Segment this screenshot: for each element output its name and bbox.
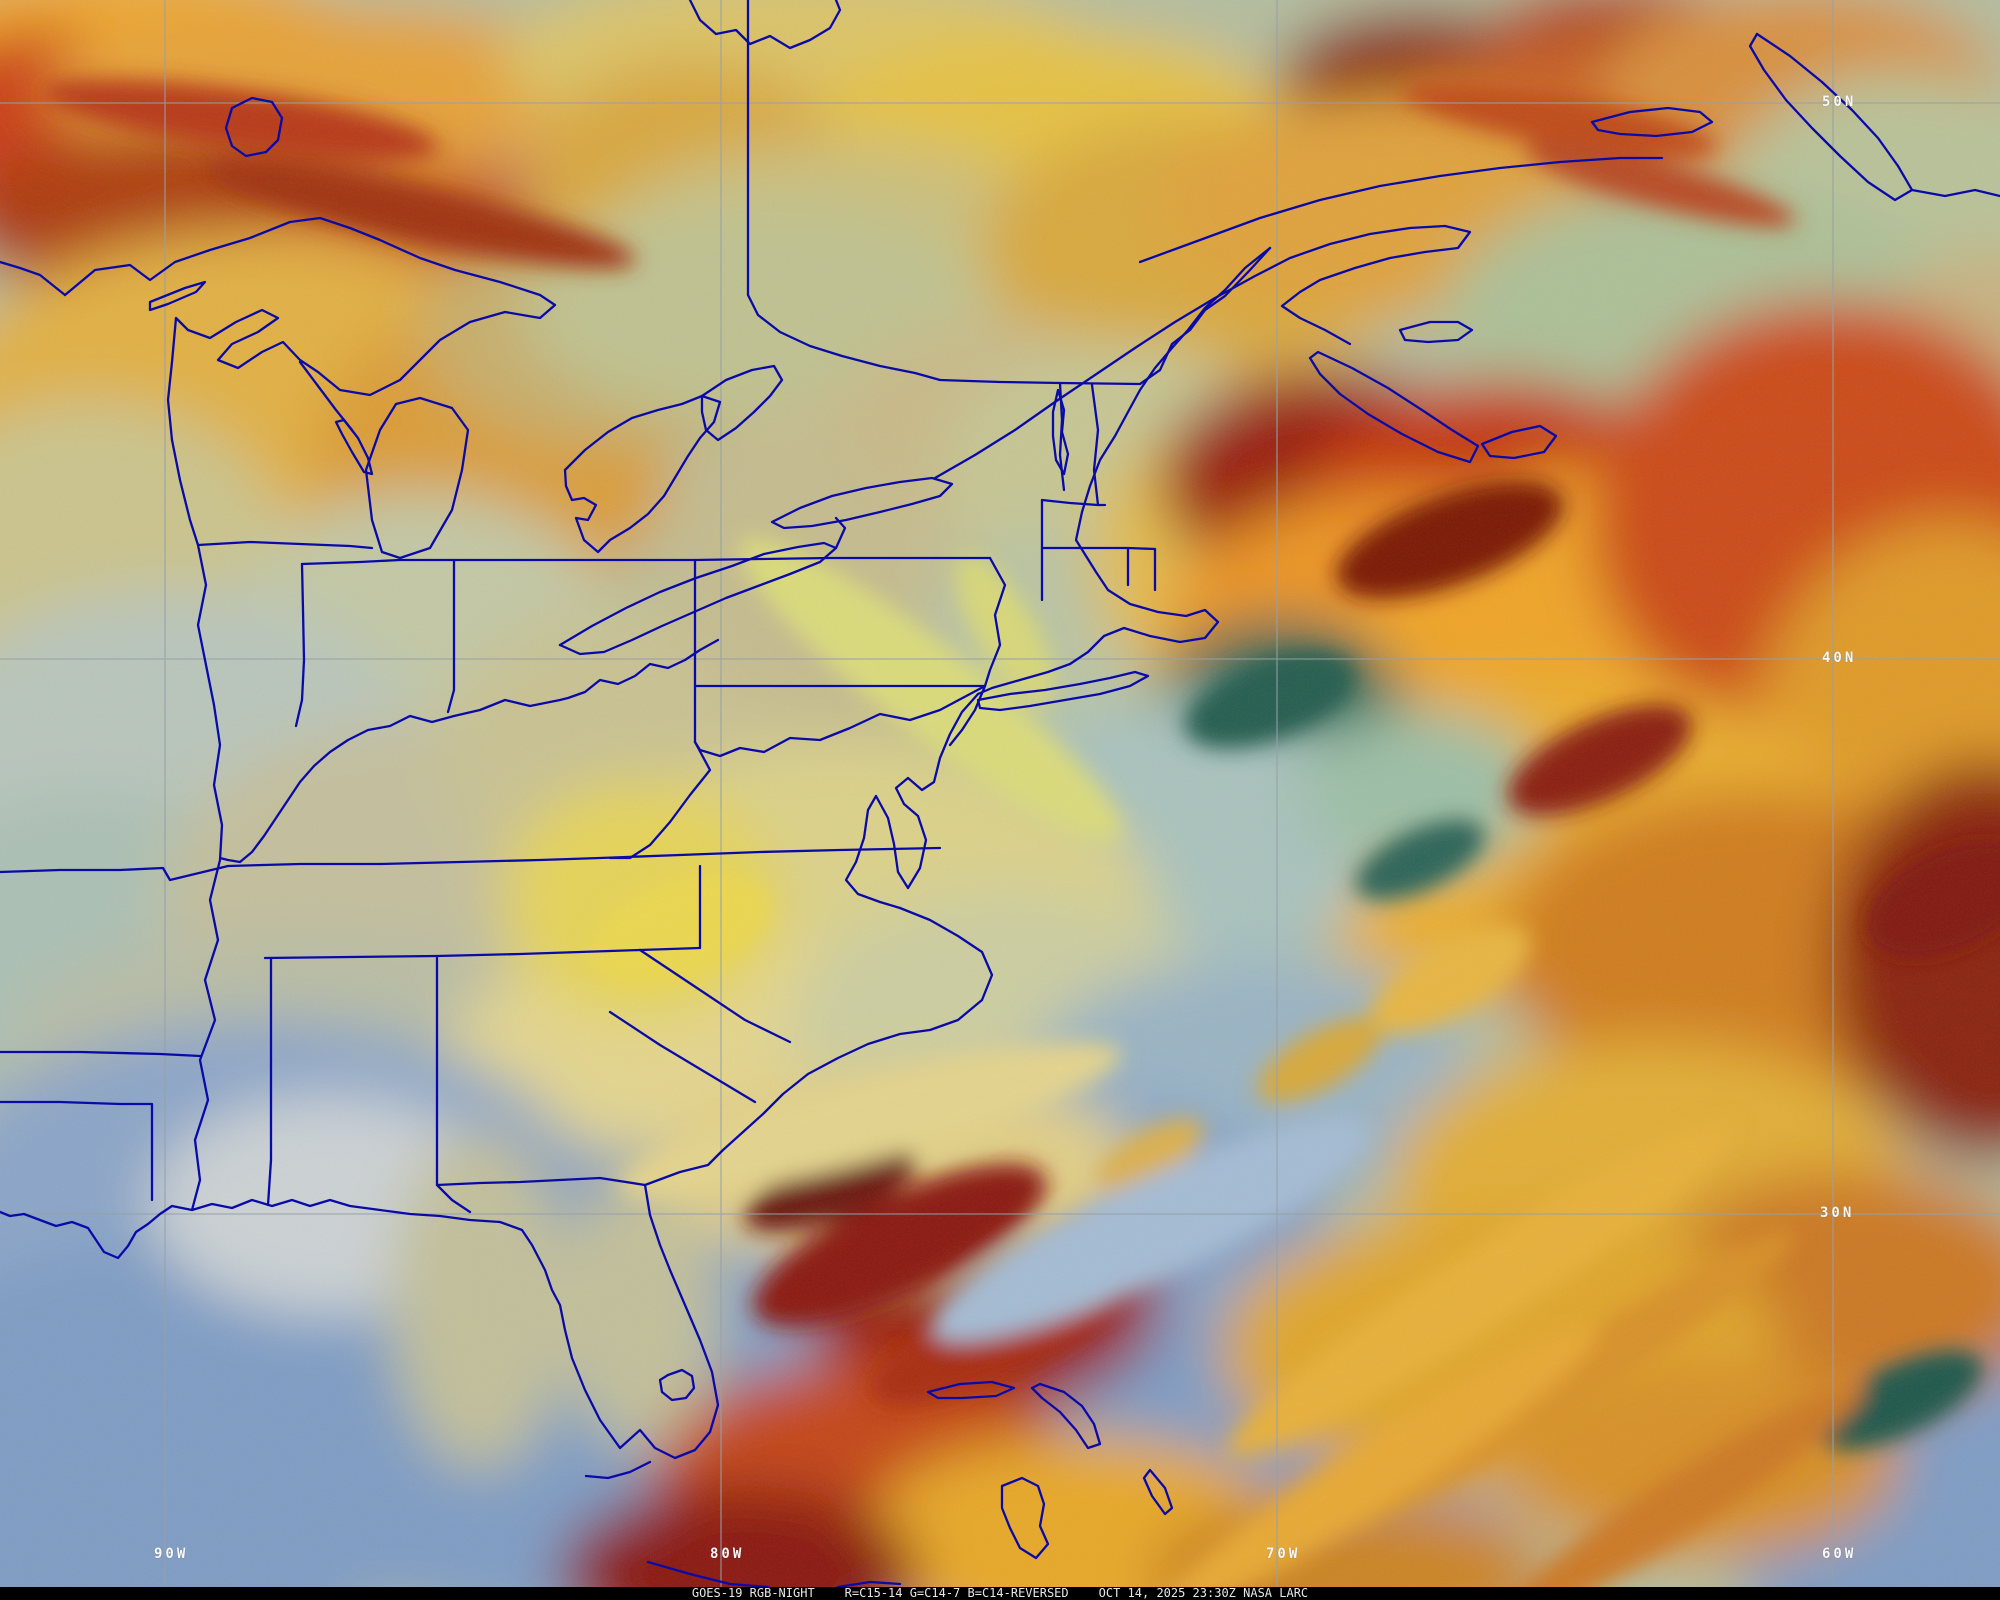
lat-label-30n: 30N	[1820, 1205, 1855, 1221]
lon-label-70w: 70W	[1266, 1546, 1301, 1562]
lat-label-50n: 50N	[1822, 94, 1857, 110]
caption-channel-recipe: R=C15-14 G=C14-7 B=C14-REVERSED	[844, 1586, 1069, 1600]
lat-label-40n: 40N	[1822, 650, 1857, 666]
caption-bar: GOES-19 RGB-NIGHT R=C15-14 G=C14-7 B=C14…	[0, 1587, 2000, 1600]
lon-label-60w: 60W	[1822, 1546, 1857, 1562]
lon-label-80w: 80W	[710, 1546, 745, 1562]
caption-timestamp-credit: OCT 14, 2025 23:30Z NASA LARC	[1098, 1586, 1309, 1600]
caption-product: GOES-19 RGB-NIGHT	[691, 1586, 815, 1600]
lon-label-90w: 90W	[154, 1546, 189, 1562]
